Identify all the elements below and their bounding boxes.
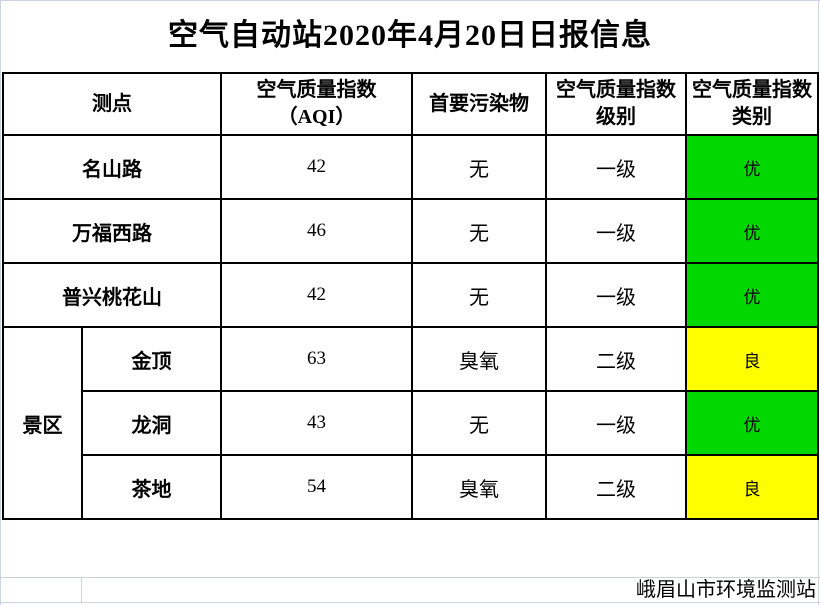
- col-header-pollutant: 首要污染物: [411, 72, 547, 136]
- gridline-footer-top: [0, 577, 820, 578]
- aqi-value: 42: [220, 262, 413, 328]
- primary-pollutant: 无: [411, 390, 547, 456]
- header-row: 测点 空气质量指数 （AQI） 首要污染物 空气质量指数 级别 空气质量指数 类…: [2, 72, 819, 136]
- primary-pollutant: 无: [411, 134, 547, 200]
- gridline-left: [0, 0, 1, 605]
- site-name: 普兴桃花山: [2, 262, 222, 328]
- aqi-value: 46: [220, 198, 413, 264]
- aqi-category: 优: [685, 134, 819, 200]
- site-name: 名山路: [2, 134, 222, 200]
- aqi-value: 42: [220, 134, 413, 200]
- site-name: 金顶: [81, 326, 222, 392]
- gridline-footer-vertical: [81, 577, 82, 603]
- aqi-level: 一级: [545, 262, 687, 328]
- site-name: 茶地: [81, 454, 222, 520]
- aqi-value: 43: [220, 390, 413, 456]
- col-header-level: 空气质量指数 级别: [545, 72, 687, 136]
- aqi-category: 优: [685, 262, 819, 328]
- aqi-value: 63: [220, 326, 413, 392]
- aqi-level: 一级: [545, 134, 687, 200]
- primary-pollutant: 无: [411, 262, 547, 328]
- col-header-category: 空气质量指数 类别: [685, 72, 819, 136]
- col-header-site: 测点: [2, 72, 222, 136]
- gridline-footer-bottom: [0, 602, 820, 603]
- monitoring-station-signature: 峨眉山市环境监测站: [636, 579, 816, 601]
- aqi-level: 一级: [545, 198, 687, 264]
- aqi-table: 测点 空气质量指数 （AQI） 首要污染物 空气质量指数 级别 空气质量指数 类…: [2, 72, 819, 520]
- site-name: 龙洞: [81, 390, 222, 456]
- aqi-level: 二级: [545, 326, 687, 392]
- primary-pollutant: 臭氧: [411, 454, 547, 520]
- table-row: 茶地 54 臭氧 二级 良: [3, 454, 819, 520]
- aqi-category: 良: [685, 326, 819, 392]
- site-group-label: 景区: [2, 326, 83, 520]
- aqi-category: 优: [685, 390, 819, 456]
- aqi-value: 54: [220, 454, 413, 520]
- aqi-category: 良: [685, 454, 819, 520]
- col-header-aqi: 空气质量指数 （AQI）: [220, 72, 413, 136]
- primary-pollutant: 无: [411, 198, 547, 264]
- aqi-category: 优: [685, 198, 819, 264]
- table-row: 名山路 42 无 一级 优: [2, 134, 819, 200]
- table-row: 龙洞 43 无 一级 优: [3, 390, 819, 456]
- gridline-top: [0, 0, 820, 1]
- aqi-level: 二级: [545, 454, 687, 520]
- aqi-level: 一级: [545, 390, 687, 456]
- page-title: 空气自动站2020年4月20日日报信息: [168, 19, 652, 52]
- table-row: 万福西路 46 无 一级 优: [2, 198, 819, 264]
- site-name: 万福西路: [2, 198, 222, 264]
- primary-pollutant: 臭氧: [411, 326, 547, 392]
- table-row: 普兴桃花山 42 无 一级 优: [2, 262, 819, 328]
- table-row: 景区 金顶 63 臭氧 二级 良: [2, 326, 819, 520]
